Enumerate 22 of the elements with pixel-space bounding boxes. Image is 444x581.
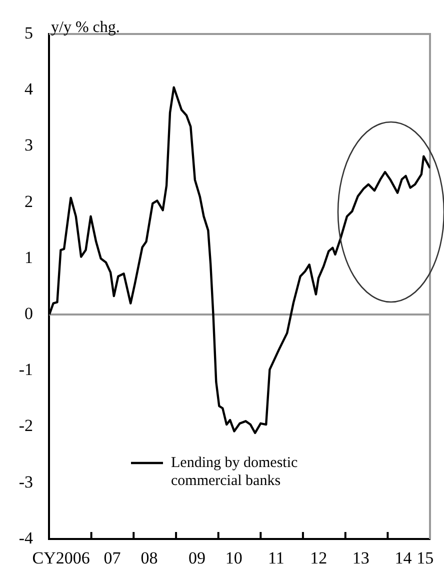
y-tick-label: -1 <box>18 360 33 380</box>
x-tick-label: 07 <box>104 548 122 568</box>
y-tick-label: 1 <box>24 248 33 267</box>
y-tick-label: 0 <box>24 304 33 324</box>
x-tick-label: 10 <box>225 548 242 568</box>
x-tick-label: CY2006 <box>32 548 90 568</box>
x-tick-label: 09 <box>188 548 206 568</box>
y-axis-title: y/y % chg. <box>51 19 120 36</box>
x-tick-label: 15 <box>416 548 434 568</box>
x-tick-label: 11 <box>268 548 284 568</box>
x-tick-label: 08 <box>140 548 158 568</box>
y-tick-label: -3 <box>18 472 33 492</box>
x-tick-label: 14 <box>394 548 412 568</box>
y-tick-label: 3 <box>24 136 33 155</box>
x-tick-label: 12 <box>310 548 328 568</box>
y-tick-label: 4 <box>24 80 34 99</box>
x-tick-label: 13 <box>352 548 370 568</box>
y-tick-label: 5 <box>24 23 33 42</box>
y-tick-label: -4 <box>18 528 34 548</box>
y-tick-label: 2 <box>24 192 33 211</box>
y-tick-label: -2 <box>18 416 33 436</box>
legend-label: Lending by domestic commercial banks <box>171 454 298 489</box>
